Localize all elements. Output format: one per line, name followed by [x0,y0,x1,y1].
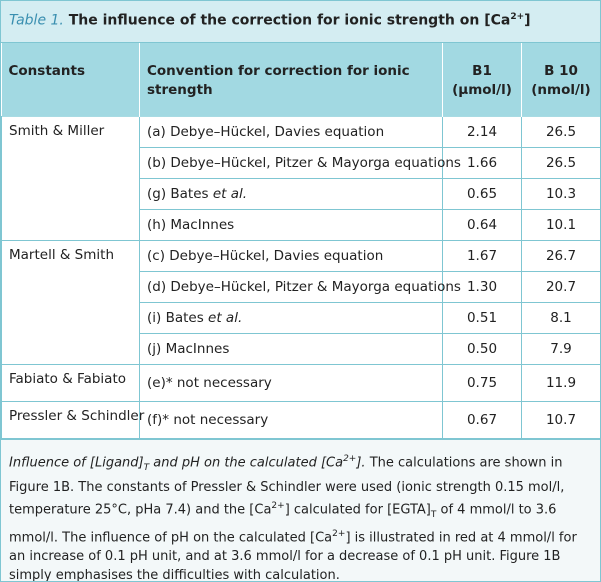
table-row: Martell & Smith (c) Debye–Hückel, Davies … [1,240,600,365]
text-run: T [430,509,437,520]
value-cell: 1.67 [442,240,522,272]
convention-cell: (j) MacInnes [139,333,443,365]
text-run: Influence of [Ligand] [9,455,144,471]
text-run: ]. [356,455,366,471]
table-body: Smith & Miller (a) Debye–Hückel, Davies e… [1,116,600,439]
text-run: 2+ [271,500,285,511]
convention-cell: (h) MacInnes [139,209,443,241]
header-text: (µmol/l) [452,82,512,98]
footnote: Influence of [Ligand]T and pH on the cal… [1,439,600,582]
value-cell: 0.64 [442,209,522,241]
value-cell: 0.67 [442,401,522,439]
value-cell: 1.66 [442,147,522,179]
value-cell: 26.7 [521,240,600,272]
value-cell: 26.5 [521,147,600,179]
value-cell: 1.30 [442,271,522,303]
header-cell: Convention for correction for ionic stre… [139,43,443,117]
text-run: of 4 mmol/l to 3.6 mmol/l. The influence… [9,502,557,546]
constants-cell: Fabiato & Fabiato [1,364,140,402]
table-row: (d) Debye–Hückel, Pitzer & Mayorga equat… [2,271,600,303]
constants-cell: Pressler & Schindler [1,401,144,439]
text-run: The influence of the correction for ioni… [63,12,511,29]
text-run: T [143,462,150,473]
text-run: 2+ [343,454,357,464]
value-cell: 10.7 [521,401,600,439]
table-row: Smith & Miller (a) Debye–Hückel, Davies e… [1,116,600,241]
text-run: ] is illustrated in red at 4 mmol/l for … [9,530,577,582]
convention-cell: (g) Bates et al. [139,178,443,210]
text-run: 2+ [510,12,525,22]
value-cell: 10.3 [521,178,600,210]
text-run: and pH on the calculated [Ca [149,455,344,471]
table-row: Pressler & Schindler (f)* not necessary 0.… [1,401,600,439]
header-text: (nmol/l) [531,82,591,98]
convention-cell: (e)* not necessary [139,364,443,402]
value-cell: 20.7 [521,271,600,303]
table-row: (g) Bates et al. 0.65 10.3 [2,178,600,210]
value-cell: 2.14 [442,116,522,148]
header-row: Constants Convention for correction for i… [1,43,600,117]
constants-cell: Martell & Smith [1,240,140,365]
table-row: (b) Debye–Hückel, Pitzer & Mayorga equat… [2,147,600,179]
text-run: (i) Bates [147,310,209,326]
text-run: 2+ [332,528,346,539]
value-cell: 0.75 [442,364,522,402]
text-run: ] calculated for [EGTA] [284,502,431,518]
header-cell: B1 (µmol/l) [442,43,522,117]
table-row: (j) MacInnes 0.50 7.9 [2,333,600,365]
convention-cell: (d) Debye–Hückel, Pitzer & Mayorga equat… [139,271,461,303]
value-cell: 7.9 [521,333,600,365]
table-row: Fabiato & Fabiato (e)* not necessary 0.75 1… [1,364,600,402]
value-cell: 10.1 [521,209,600,241]
header-cell: B 10 (nmol/l) [521,43,600,117]
text-run: ] [524,12,531,29]
convention-cell: (a) Debye–Hückel, Davies equation [139,116,443,148]
header-text: B 10 [544,63,578,79]
header-text: Constants [8,63,86,79]
value-cell: 8.1 [521,302,600,334]
convention-cell: (f)* not necessary [139,401,443,439]
value-cell: 0.51 [442,302,522,334]
header-text: Convention for correction for ionic stre… [147,63,410,98]
text-run: et al. [212,186,248,202]
constants-cell: Smith & Miller [1,116,140,241]
value-cell: 11.9 [521,364,600,402]
convention-cell: (c) Debye–Hückel, Davies equation [139,240,443,272]
header-text: B1 [472,63,492,79]
caption: Table 1. The influence of the correction… [1,1,600,43]
convention-cell: (i) Bates et al. [139,302,443,334]
text-run: Table 1. [9,12,64,29]
convention-cell: (b) Debye–Hückel, Pitzer & Mayorga equat… [139,147,461,179]
value-cell: 26.5 [521,116,600,148]
data-table: Constants Convention for correction for i… [1,43,600,439]
value-cell: 0.50 [442,333,522,365]
value-cell: 0.65 [442,178,522,210]
text-run: (g) Bates [147,186,213,202]
text-run: The calculations are shown in Figure 1B.… [9,455,565,518]
text-run: et al. [208,310,243,326]
header-cell: Constants [1,43,140,117]
